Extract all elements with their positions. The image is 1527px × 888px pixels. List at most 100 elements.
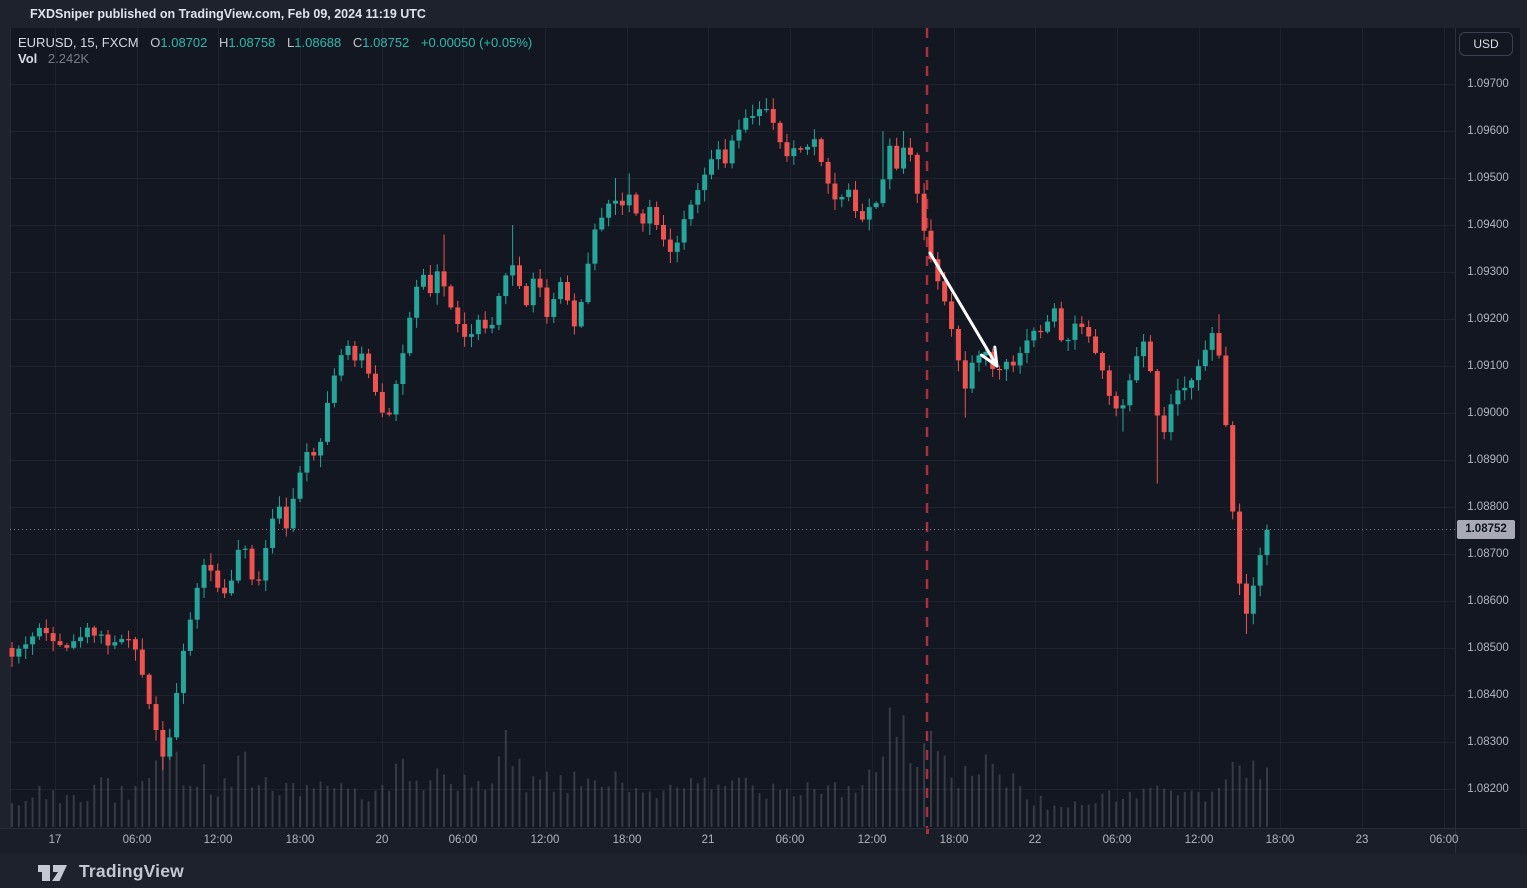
candle-body <box>242 548 248 550</box>
volume-bar <box>820 793 823 827</box>
price-tick-label: 1.09300 <box>1467 266 1509 278</box>
volume-bar <box>1211 791 1214 827</box>
candle-body <box>50 633 56 642</box>
volume-bar <box>408 781 411 827</box>
volume-bar <box>792 796 795 827</box>
time-tick-label: 12:00 <box>530 834 560 846</box>
candle-body <box>750 116 756 118</box>
volume-bar <box>621 782 624 827</box>
candle-body <box>379 391 385 413</box>
candle-body <box>654 207 660 225</box>
volume-bar <box>244 751 247 827</box>
close-label: C <box>352 35 363 50</box>
candle-body <box>1237 511 1243 584</box>
volume-bar <box>415 780 418 827</box>
volume-bar <box>689 778 692 827</box>
candle-body <box>770 108 776 123</box>
volume-bar <box>751 785 754 827</box>
volume-bar <box>1190 790 1193 827</box>
candle-body <box>352 345 358 361</box>
candle-body <box>818 139 824 162</box>
volume-bar <box>1259 779 1262 827</box>
candle-body <box>523 286 529 306</box>
volume-bar <box>196 786 199 827</box>
candle-body <box>1161 415 1167 433</box>
volume-bar <box>429 780 432 827</box>
axis-separator <box>1455 28 1456 828</box>
candle-body <box>64 645 70 648</box>
candlesticks <box>9 98 1270 771</box>
volume-bar <box>854 792 857 827</box>
tradingview-logo-icon[interactable] <box>36 858 69 884</box>
price-tick-label: 1.08200 <box>1467 783 1509 795</box>
candle-body <box>1264 529 1270 556</box>
candle-body <box>359 353 365 361</box>
volume-bar <box>662 790 665 827</box>
volume-bar <box>443 774 446 827</box>
publish-bar: FXDSniper published on TradingView.com, … <box>0 0 1527 28</box>
candle-body <box>1031 330 1037 341</box>
volume-bar <box>360 799 363 827</box>
candle-body <box>1120 405 1126 409</box>
price-tick-label: 1.08400 <box>1467 689 1509 701</box>
footer-bar: TradingView <box>0 854 1527 888</box>
volume-bar <box>436 768 439 827</box>
chart-canvas[interactable] <box>10 28 1520 828</box>
candle-body <box>1051 308 1057 322</box>
candle-body <box>1072 323 1078 340</box>
candle-body <box>1175 390 1181 405</box>
candle-body <box>578 302 584 327</box>
time-scale[interactable]: 17 06:00 12:00 18:00 20 06:00 12:00 18:00 21 06:0… <box>0 828 1527 854</box>
candle-body <box>839 197 845 200</box>
volume-bar <box>463 774 466 827</box>
candle-body <box>475 319 481 335</box>
price-scale[interactable]: USD 1.08752 1.09700 1.09600 1.09500 1.09400… <box>1456 28 1520 828</box>
candle-body <box>544 287 550 317</box>
candle-body <box>633 194 639 214</box>
tradingview-brand-text: TradingView <box>79 860 184 881</box>
volume-bar <box>1073 801 1076 827</box>
candle-body <box>688 204 694 220</box>
candle-body <box>489 324 495 329</box>
legend[interactable]: EURUSD, 15, FXCM O1.08702 H1.08758 L1.08… <box>18 35 532 67</box>
volume-bar <box>552 791 555 827</box>
volume-bar <box>683 788 686 827</box>
volume-bar <box>1197 792 1200 827</box>
candle-body <box>263 547 269 581</box>
volume-bar <box>1266 767 1269 827</box>
volume-bar <box>388 790 391 827</box>
currency-toggle-button[interactable]: USD <box>1459 32 1513 56</box>
candle-body <box>228 580 234 594</box>
price-tick-label: 1.09400 <box>1467 219 1509 231</box>
volume-bar <box>566 792 569 827</box>
candle-body <box>468 334 474 337</box>
candle-body <box>174 693 180 738</box>
time-tick-label: 18:00 <box>1265 834 1295 846</box>
volume-bar <box>964 765 967 827</box>
volume-bar <box>868 769 871 827</box>
volume-bar <box>532 776 535 827</box>
volume-bar <box>477 781 480 827</box>
volume-bar <box>401 759 404 827</box>
volume-bar <box>806 782 809 827</box>
volume-bar <box>1032 805 1035 827</box>
candle-body <box>955 329 961 361</box>
candle-body <box>235 549 241 581</box>
candle-body <box>516 265 522 287</box>
volume-bar <box>299 796 302 827</box>
candle-body <box>619 200 625 206</box>
volume-bar <box>72 794 75 827</box>
candle-body <box>709 159 715 175</box>
candle-body <box>811 139 817 147</box>
candle-body <box>1010 361 1016 366</box>
volume-bar <box>278 795 281 827</box>
volume-bar <box>600 786 603 827</box>
volume-bar <box>230 786 233 827</box>
candle-body <box>757 109 763 117</box>
volume-bar <box>785 788 788 827</box>
volume-bar <box>875 772 878 827</box>
candlestick-plot <box>9 28 1455 828</box>
candle-body <box>1230 425 1236 512</box>
candle-body <box>859 211 865 220</box>
price-tick-label: 1.08800 <box>1467 501 1509 513</box>
